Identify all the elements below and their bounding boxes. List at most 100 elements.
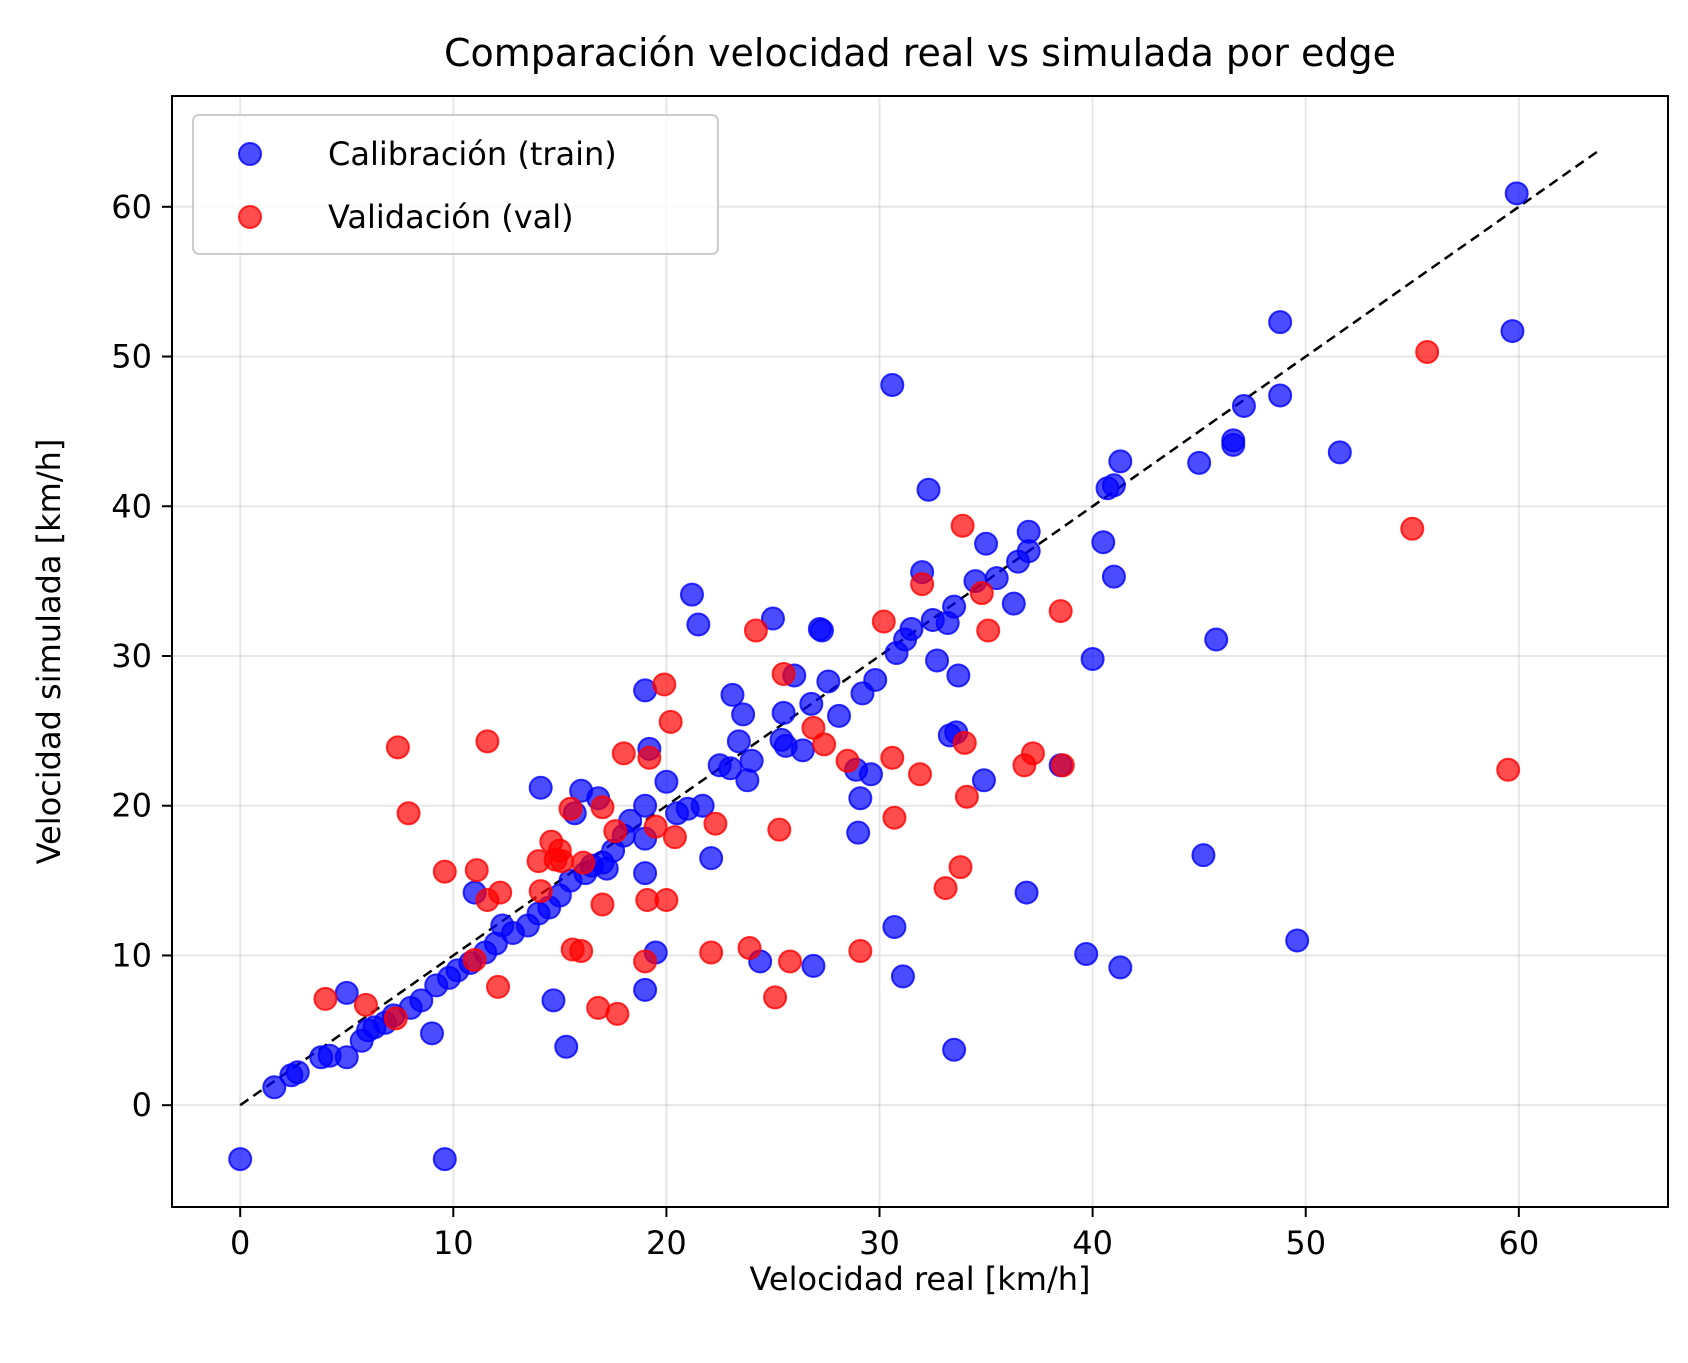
data-point	[1221, 432, 1246, 457]
data-point	[383, 1006, 408, 1031]
data-point	[662, 825, 687, 850]
x-axis-ticks: 0 10 20 30 40 50 60	[230, 1207, 1539, 1262]
data-point	[863, 667, 888, 692]
data-point	[771, 661, 796, 686]
data-point	[882, 915, 907, 940]
data-point	[760, 606, 785, 631]
y-tick-label: 30	[111, 637, 152, 675]
y-tick-label: 0	[132, 1086, 152, 1124]
data-point	[1285, 928, 1310, 953]
data-point	[679, 582, 704, 607]
data-point	[846, 820, 871, 845]
data-point	[880, 745, 905, 770]
data-point	[432, 1147, 457, 1172]
grid-lines	[172, 96, 1668, 1207]
data-point	[778, 949, 803, 974]
data-point	[731, 702, 756, 727]
data-point	[590, 795, 615, 820]
data-point	[549, 849, 574, 874]
data-point	[1101, 564, 1126, 589]
data-point	[890, 964, 915, 989]
data-point	[611, 741, 636, 766]
data-point	[1080, 646, 1105, 671]
data-point	[686, 612, 711, 637]
data-point	[654, 769, 679, 794]
data-point	[735, 768, 760, 793]
data-point	[558, 796, 583, 821]
data-point	[816, 669, 841, 694]
data-point	[1500, 319, 1525, 344]
data-point	[976, 618, 1001, 643]
x-tick-label: 0	[230, 1224, 250, 1262]
data-point	[385, 735, 410, 760]
data-point	[603, 819, 628, 844]
data-point	[946, 663, 971, 688]
reference-line-group	[239, 150, 1599, 1107]
series-train	[228, 181, 1529, 1172]
legend-label-train: Calibración (train)	[328, 135, 617, 173]
legend-marker-val	[238, 205, 262, 229]
data-point	[1187, 450, 1212, 475]
data-point	[652, 672, 677, 697]
data-point	[974, 531, 999, 556]
data-point	[882, 805, 907, 830]
legend: Calibración (train) Validación (val)	[192, 114, 719, 255]
data-point	[605, 1001, 630, 1026]
data-point	[801, 953, 826, 978]
y-tick-label: 40	[111, 487, 152, 525]
data-point	[790, 738, 815, 763]
data-point	[1014, 880, 1039, 905]
x-tick-label: 10	[433, 1224, 474, 1262]
data-point	[1415, 340, 1440, 365]
data-point	[809, 618, 834, 643]
data-point	[571, 850, 596, 875]
data-point	[799, 691, 824, 716]
data-point	[827, 703, 852, 728]
data-point	[743, 618, 768, 643]
data-point	[486, 974, 511, 999]
y-tick-label: 20	[111, 787, 152, 825]
data-point	[1108, 955, 1133, 980]
plot-area-frame	[171, 95, 1669, 1208]
x-tick-label: 50	[1285, 1224, 1326, 1262]
data-point	[637, 745, 662, 770]
data-point	[528, 775, 553, 800]
data-point	[353, 992, 378, 1017]
data-point	[690, 793, 715, 818]
data-point	[933, 876, 958, 901]
series-layer	[228, 181, 1529, 1172]
data-point	[880, 372, 905, 397]
x-tick-label: 40	[1072, 1224, 1113, 1262]
data-point	[739, 748, 764, 773]
legend-marker-train	[238, 142, 262, 166]
y-axis-label: Velocidad simulada [km/h]	[30, 439, 68, 865]
data-point	[954, 784, 979, 809]
data-point	[464, 858, 489, 883]
data-point	[699, 846, 724, 871]
legend-label-val: Validación (val)	[328, 198, 574, 236]
data-point	[1327, 440, 1352, 465]
data-point	[1050, 753, 1075, 778]
data-point	[1400, 516, 1425, 541]
data-point	[658, 709, 683, 734]
x-tick-label: 30	[859, 1224, 900, 1262]
data-point	[1504, 181, 1529, 206]
data-point	[699, 940, 724, 965]
data-point	[1091, 530, 1116, 555]
x-tick-label: 60	[1498, 1224, 1539, 1262]
data-point	[916, 477, 941, 502]
data-point	[654, 888, 679, 913]
data-point	[848, 938, 873, 963]
data-point	[948, 855, 973, 880]
data-point	[633, 861, 658, 886]
data-point	[1108, 449, 1133, 474]
data-point	[1268, 310, 1293, 335]
data-point	[703, 811, 728, 836]
data-point	[763, 985, 788, 1010]
x-tick-label: 20	[646, 1224, 687, 1262]
data-point	[643, 814, 668, 839]
data-point	[812, 732, 837, 757]
data-point	[910, 572, 935, 597]
data-point	[971, 768, 996, 793]
data-point	[950, 513, 975, 538]
